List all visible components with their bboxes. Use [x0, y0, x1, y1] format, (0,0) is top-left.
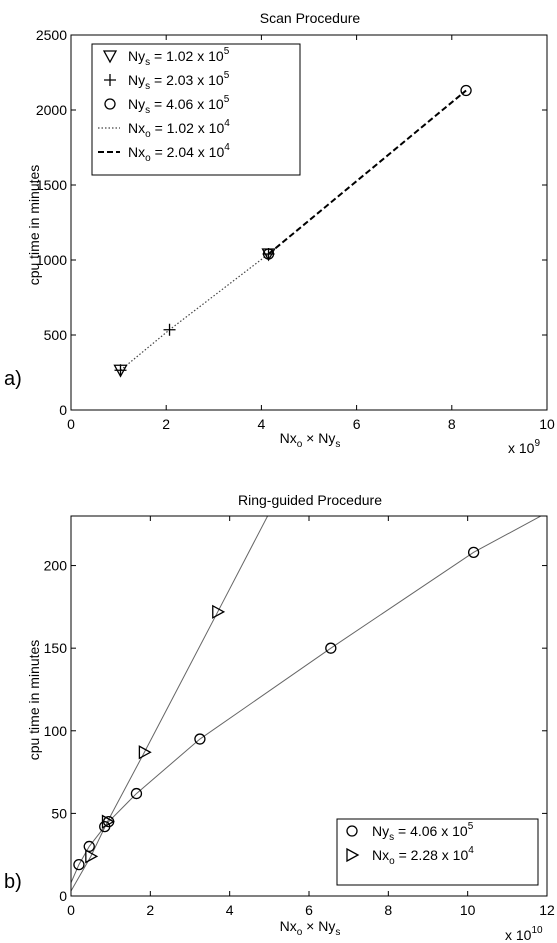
x-exponent-label: x 109 [508, 438, 540, 456]
legend-label: Nxo = 1.02 x 104 [128, 118, 230, 140]
y-tick-label: 2000 [36, 102, 67, 118]
legend-marker-plus [104, 74, 116, 86]
x-tick-label: 2 [146, 902, 154, 918]
plot-frame [70, 515, 548, 897]
legend-item: Nys = 1.02 x 105 [102, 46, 230, 68]
panel-label: b) [4, 871, 22, 893]
legend-box [336, 818, 539, 886]
x-tick-label: 6 [305, 902, 313, 918]
x-tick-label: 10 [539, 416, 555, 432]
legend-item: Nys = 4.06 x 105 [104, 94, 230, 116]
legend-label: Nxo = 2.04 x 104 [128, 142, 230, 164]
y-tick-label: 0 [59, 402, 67, 418]
data-point-plus [163, 323, 176, 336]
data-point-circle [467, 546, 480, 558]
chart-title: Scan Procedure [260, 10, 361, 26]
series-line-dashed [267, 89, 467, 255]
x-tick-label: 4 [258, 416, 266, 432]
data-point-triangle-right [212, 604, 226, 619]
x-tick-label: 0 [67, 902, 75, 918]
plot-frame [70, 34, 548, 411]
legend-label: Nys = 1.02 x 105 [128, 46, 230, 68]
x-tick-label: 12 [539, 902, 555, 918]
x-tick-label: 4 [226, 902, 234, 918]
y-tick-label: 50 [51, 805, 67, 821]
legend-label: Nys = 2.03 x 105 [128, 70, 230, 92]
x-tick-label: 8 [448, 416, 456, 432]
data-point-triangle-right [85, 849, 99, 864]
legend-marker-triangle-right [346, 847, 360, 863]
x-tick-label: 0 [67, 416, 75, 432]
data-point-plus [262, 248, 275, 260]
y-tick-label: 2500 [36, 27, 67, 43]
legend-item: Nxo = 2.04 x 104 [98, 142, 230, 164]
panel-label: a) [4, 368, 22, 390]
legend-item: Nys = 2.03 x 105 [104, 70, 230, 92]
y-tick-label: 500 [44, 327, 68, 343]
y-axis-label: cpu time in minutes [26, 165, 42, 286]
legend-label: Nys = 4.06 x 105 [128, 94, 230, 116]
y-tick-label: 200 [44, 558, 68, 574]
x-tick-label: 8 [384, 902, 392, 918]
fit-curve-circle-series [71, 516, 542, 883]
legend-item: Nxo = 2.28 x 104 [346, 845, 474, 867]
data-point-circle [83, 840, 95, 853]
data-point-circle [194, 733, 206, 745]
legend-label: Nys = 4.06 x 105 [372, 821, 474, 843]
data-point-triangle-right [101, 814, 115, 829]
legend-item: Nxo = 1.02 x 104 [98, 118, 230, 140]
legend-box [91, 43, 301, 176]
y-tick-label: 150 [44, 640, 68, 656]
y-tick-label: 0 [59, 888, 67, 904]
scan-procedure-chart: Scan Procedure a) cpu time in minutes Nx… [4, 10, 555, 456]
data-point-circle [262, 248, 275, 260]
legend-marker-circle [104, 98, 116, 110]
x-tick-label: 10 [460, 902, 476, 918]
data-point-circle [325, 642, 337, 654]
data-point-circle [73, 858, 85, 871]
legend-marker-circle [346, 825, 358, 837]
series-line-dotted [120, 253, 269, 371]
data-point-circle [130, 787, 143, 800]
x-axis-label: Nxo × Nys [280, 430, 341, 450]
ring-guided-procedure-chart: Ring-guided Procedure b) cpu time in min… [4, 492, 555, 943]
y-tick-label: 1500 [36, 177, 67, 193]
data-point-plus [114, 364, 127, 377]
legend-label: Nxo = 2.28 x 104 [372, 845, 474, 867]
y-tick-label: 100 [44, 723, 68, 739]
fit-curve-triangle-series [71, 516, 269, 892]
chart-title: Ring-guided Procedure [238, 492, 382, 508]
x-axis-label: Nxo × Nys [280, 918, 341, 938]
data-point-triangle-right [138, 745, 152, 760]
x-tick-label: 6 [353, 416, 361, 432]
y-axis-label: cpu time in minutes [26, 640, 42, 761]
x-tick-label: 2 [162, 416, 170, 432]
x-exponent-label: x 1010 [505, 925, 543, 943]
legend-item: Nys = 4.06 x 105 [346, 821, 474, 843]
legend-marker-triangle-down [102, 50, 118, 64]
y-tick-label: 1000 [36, 252, 67, 268]
data-point-circle [460, 84, 472, 97]
